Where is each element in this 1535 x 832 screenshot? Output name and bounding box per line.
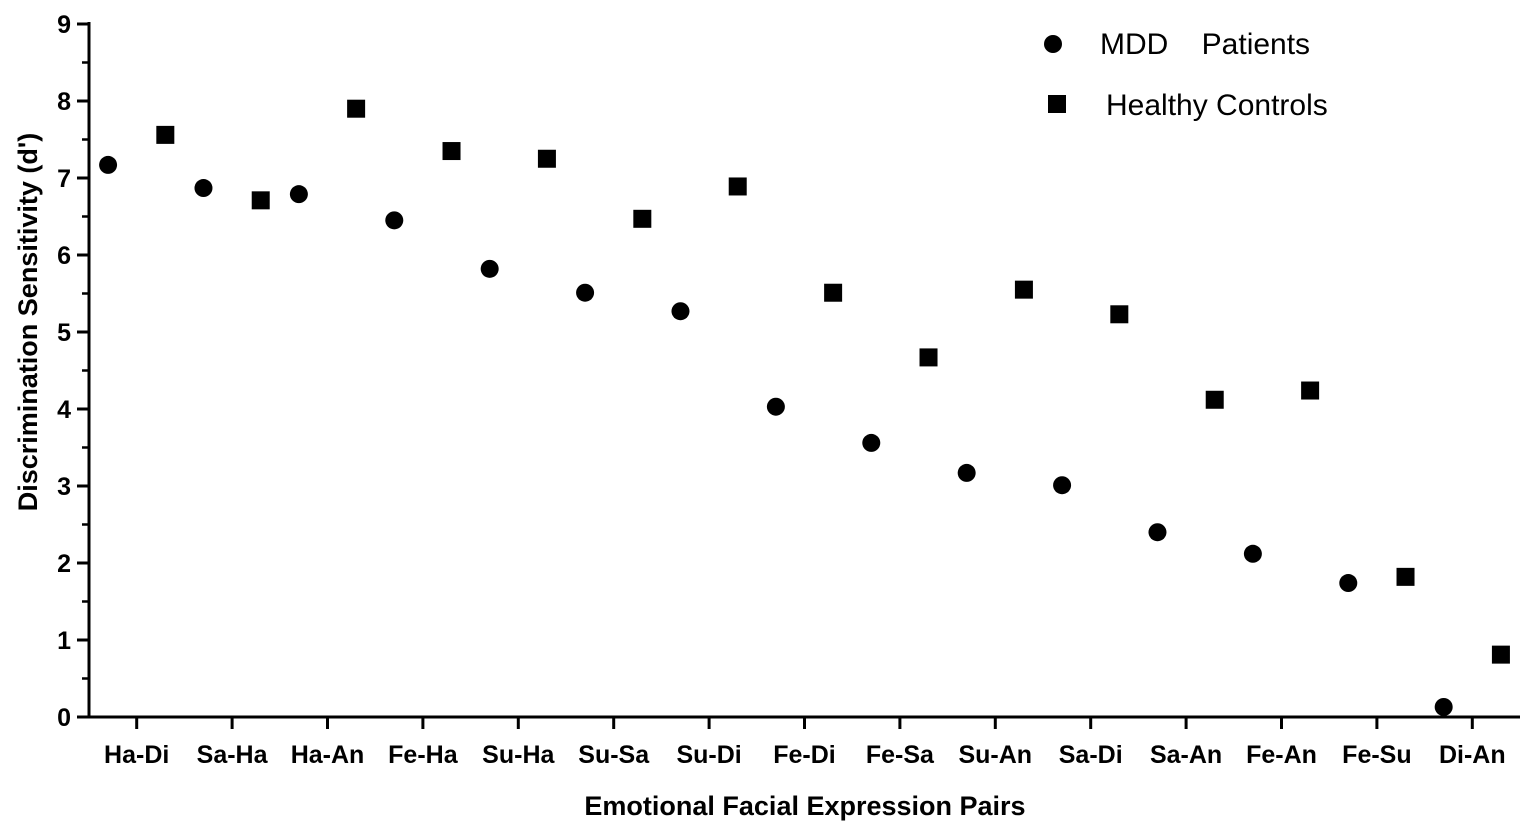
mdd-patients-point: [862, 433, 881, 452]
y-tick-label: 0: [57, 704, 71, 732]
mdd-patients-point: [289, 185, 308, 204]
healthy-controls-point: [1396, 567, 1415, 586]
x-tick-label: Su-Di: [676, 741, 741, 769]
mdd-patients-point: [99, 155, 118, 174]
mdd-patients-point: [1053, 476, 1072, 495]
legend-marker-mdd-patients: [1044, 35, 1062, 53]
y-tick-label: 8: [57, 88, 71, 116]
x-tick-label: Fe-An: [1246, 741, 1317, 769]
x-tick-label: Su-Ha: [482, 741, 555, 769]
healthy-controls-point: [251, 191, 270, 210]
y-tick-label: 4: [57, 396, 71, 424]
healthy-controls-point: [728, 177, 747, 196]
healthy-controls-point: [1205, 390, 1224, 409]
healthy-controls-point: [633, 209, 652, 228]
mdd-patients-point: [385, 211, 404, 230]
healthy-controls-point: [824, 283, 843, 302]
healthy-controls-point: [347, 99, 366, 118]
healthy-controls-point: [1491, 645, 1510, 664]
mdd-patients-point: [480, 259, 499, 278]
mdd-patients-point: [671, 302, 690, 321]
healthy-controls-point: [1110, 305, 1129, 324]
legend: MDD Patients Healthy Controls: [1044, 28, 1328, 122]
y-tick-label: 6: [57, 242, 71, 270]
x-tick-label: Sa-An: [1150, 741, 1222, 769]
y-axis-title: Discrimination Sensitivity (d'): [13, 133, 43, 512]
x-tick-label: Fe-Su: [1342, 741, 1411, 769]
x-tick-label: Fe-Di: [773, 741, 836, 769]
mdd-patients-point: [1148, 523, 1167, 542]
mdd-patients-point: [194, 179, 213, 198]
y-tick-label: 9: [57, 11, 71, 39]
x-tick-label: Sa-Di: [1059, 741, 1123, 769]
y-axis-ticks: 0 1 2 3 4 5 6 7 8 9: [57, 11, 89, 732]
legend-marker-healthy-controls: [1048, 95, 1066, 113]
data-points: [99, 99, 1510, 716]
y-tick-label: 5: [57, 319, 71, 347]
mdd-patients-point: [1339, 574, 1358, 593]
legend-label-healthy-controls: Healthy Controls: [1106, 89, 1328, 122]
mdd-patients-point: [957, 463, 976, 482]
legend-label-mdd-patients: MDD Patients: [1100, 28, 1310, 61]
x-tick-label: Fe-Ha: [388, 741, 459, 769]
mdd-patients-point: [1243, 544, 1262, 563]
healthy-controls-point: [1014, 280, 1033, 299]
healthy-controls-point: [1301, 381, 1320, 400]
y-tick-label: 3: [57, 473, 71, 501]
mdd-patients-point: [1434, 697, 1453, 716]
x-tick-label: Fe-Sa: [866, 741, 935, 769]
healthy-controls-point: [537, 149, 556, 168]
x-tick-label: Sa-Ha: [197, 741, 269, 769]
y-tick-label: 1: [57, 627, 71, 655]
mdd-patients-point: [766, 397, 785, 416]
x-tick-label: Su-An: [958, 741, 1032, 769]
x-tick-label: Su-Sa: [578, 741, 650, 769]
axes: [87, 22, 1520, 719]
x-tick-label: Ha-An: [291, 741, 365, 769]
x-axis-ticks: Ha-Di Sa-Ha Ha-An Fe-Ha Su-Ha Su-Sa Su-Di Fe-Di…: [104, 717, 1506, 769]
y-tick-label: 7: [57, 165, 71, 193]
y-tick-label: 2: [57, 550, 71, 578]
x-axis-title: Emotional Facial Expression Pairs: [584, 791, 1025, 821]
x-tick-label: Di-An: [1439, 741, 1506, 769]
mdd-patients-point: [576, 283, 595, 302]
healthy-controls-point: [919, 348, 938, 367]
x-tick-label: Ha-Di: [104, 741, 169, 769]
healthy-controls-point: [442, 142, 461, 161]
healthy-controls-point: [156, 125, 175, 144]
